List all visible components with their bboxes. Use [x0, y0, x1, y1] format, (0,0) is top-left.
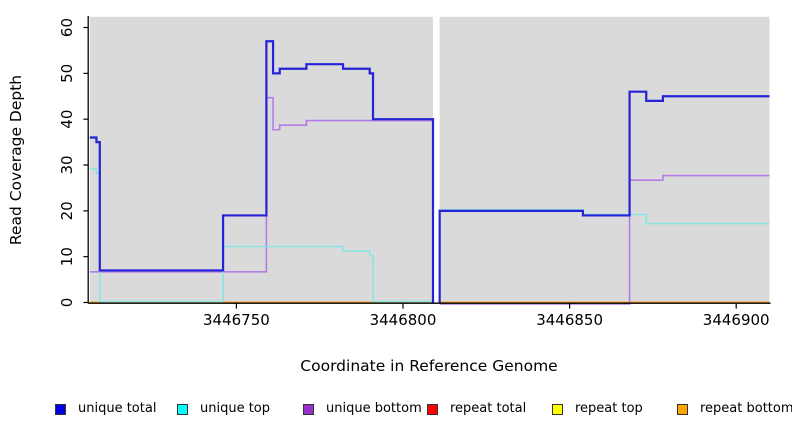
x-tick-label: 3446900	[703, 311, 770, 329]
x-tick-label: 3446750	[203, 311, 270, 329]
repeat-bottom-swatch-icon	[677, 403, 688, 415]
y-axis-title: Read Coverage Depth	[7, 75, 25, 245]
legend-item-unique-top: unique top	[177, 399, 270, 419]
y-tick-label: 30	[58, 155, 76, 174]
series-lines	[89, 40, 770, 305]
y-tick-label: 50	[58, 64, 76, 83]
repeat-total-swatch-icon	[427, 403, 438, 415]
series-unique-total	[438, 90, 770, 303]
x-tick-label: 3446800	[370, 311, 437, 329]
repeat-top-swatch-icon	[552, 403, 563, 415]
legend-label: repeat total	[450, 401, 527, 416]
plot-background	[89, 16, 770, 304]
legend-item-repeat-total: repeat total	[427, 399, 526, 419]
unique-bottom-swatch-icon	[303, 403, 314, 415]
plot-bg-panel	[439, 16, 770, 304]
legend-label: unique top	[200, 401, 271, 416]
legend-label: repeat bottom	[700, 401, 792, 416]
y-tick-label: 0	[58, 298, 76, 308]
legend-item-unique-bottom: unique bottom	[303, 399, 422, 419]
y-tick-label: 60	[58, 18, 76, 37]
coverage-chart: 3446750 3446800 3446850 3446900 0 10 20 30 40 50 6…	[7, 16, 771, 375]
unique-top-swatch-icon	[177, 403, 188, 415]
y-tick-label: 40	[58, 110, 76, 129]
x-axis-title: Coordinate in Reference Genome	[300, 357, 557, 375]
x-tick-label: 3446850	[536, 311, 603, 329]
y-tick-label: 20	[58, 201, 76, 220]
plot-bg-panel	[89, 16, 433, 304]
legend-item-repeat-top: repeat top	[552, 399, 643, 419]
legend-item-repeat-bottom: repeat bottom	[677, 399, 792, 419]
legend-label: repeat top	[575, 401, 643, 416]
legend-item-unique-total: unique total	[55, 399, 156, 419]
y-tick-label: 10	[58, 247, 76, 266]
unique-total-swatch-icon	[55, 403, 66, 415]
series-unique-top	[89, 167, 433, 303]
series-unique-bottom	[439, 174, 770, 305]
axes: 3446750 3446800 3446850 3446900 0 10 20 30 40 50 6…	[58, 16, 771, 329]
legend: unique total unique top unique bottom re…	[0, 399, 792, 425]
legend-label: unique bottom	[326, 401, 422, 416]
legend-label: unique total	[78, 401, 157, 416]
series-unique-total	[89, 40, 435, 303]
